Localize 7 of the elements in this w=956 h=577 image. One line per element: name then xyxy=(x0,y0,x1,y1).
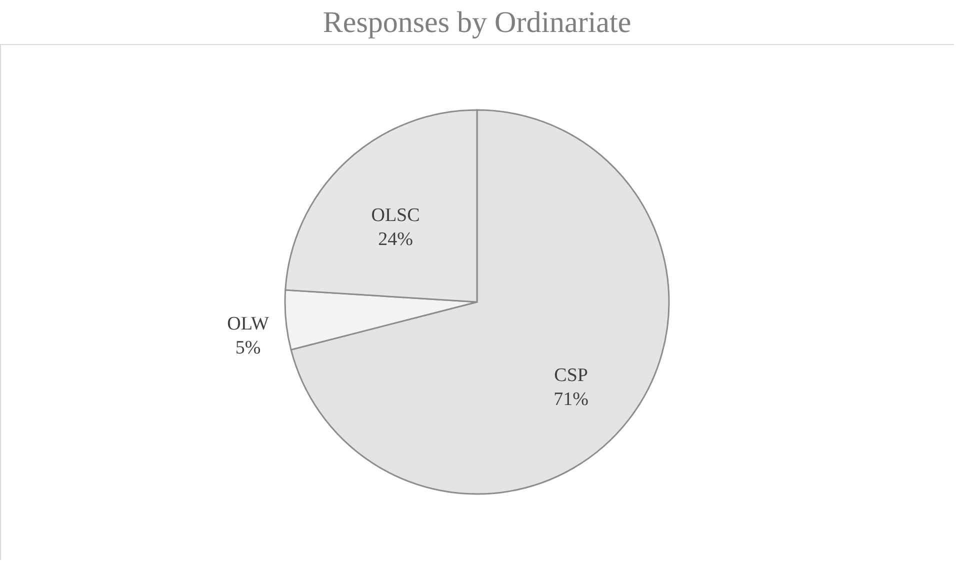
slice-label: OLW xyxy=(227,314,270,335)
slice-label: OLSC xyxy=(371,205,420,226)
chart-title: Responses by Ordinariate xyxy=(322,6,632,39)
data-label: 24% xyxy=(378,229,414,250)
data-label: 71% xyxy=(554,388,589,410)
slice-label: CSP xyxy=(554,364,588,386)
data-label: 5% xyxy=(235,338,261,359)
